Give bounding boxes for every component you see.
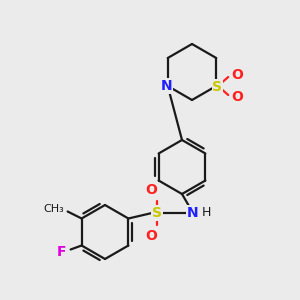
- Text: S: S: [152, 206, 162, 220]
- Text: F: F: [57, 245, 67, 260]
- Text: S: S: [212, 80, 222, 94]
- Text: O: O: [231, 68, 243, 82]
- Text: CH₃: CH₃: [44, 205, 64, 214]
- Text: O: O: [231, 90, 243, 104]
- Text: N: N: [187, 206, 199, 220]
- Text: O: O: [145, 183, 157, 197]
- Text: N: N: [161, 79, 172, 93]
- Text: H: H: [202, 206, 211, 220]
- Text: O: O: [145, 229, 157, 243]
